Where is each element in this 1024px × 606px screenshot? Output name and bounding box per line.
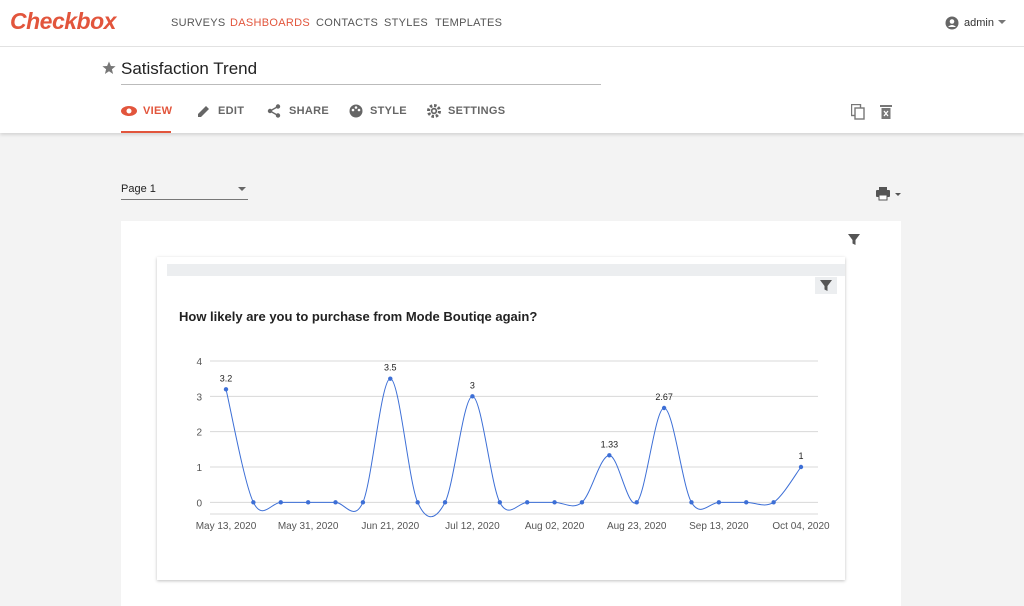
- dropdown-arrow[interactable]: [238, 187, 246, 192]
- tab[interactable]: SETTINGS: [448, 105, 506, 117]
- data-point: [771, 500, 776, 505]
- data-label: 2.67: [655, 392, 673, 402]
- data-point: [798, 464, 804, 470]
- data-point: [333, 500, 338, 505]
- data-point: [497, 500, 503, 505]
- tab[interactable]: STYLE: [370, 105, 407, 117]
- x-tick-label: Jul 12, 2020: [445, 521, 500, 532]
- edit-icon: [198, 106, 209, 117]
- x-tick-label: May 13, 2020: [196, 521, 257, 532]
- data-label: 3.5: [384, 363, 397, 373]
- data-point: [634, 500, 639, 505]
- data-label: 3.2: [220, 373, 233, 383]
- data-point: [552, 500, 557, 505]
- x-tick-label: Oct 04, 2020: [772, 521, 830, 532]
- x-tick-label: Aug 02, 2020: [525, 521, 585, 532]
- data-point: [278, 500, 283, 505]
- filter-icon[interactable]: [820, 280, 832, 292]
- data-point: [415, 500, 420, 505]
- dropdown-arrow[interactable]: [998, 20, 1006, 25]
- x-tick-label: May 31, 2020: [278, 521, 339, 532]
- tab[interactable]: SHARE: [289, 105, 330, 117]
- y-tick-label: 0: [196, 498, 202, 509]
- page-select[interactable]: Page 1: [121, 183, 156, 195]
- data-point: [223, 387, 229, 392]
- print-icon[interactable]: [876, 187, 904, 201]
- nav-item-active[interactable]: DASHBOARDS: [230, 17, 311, 29]
- user-icon[interactable]: [945, 16, 959, 30]
- y-tick-label: 3: [196, 392, 202, 403]
- data-label: 1: [798, 451, 803, 461]
- select-underline: [121, 199, 248, 200]
- share-icon: [267, 104, 281, 118]
- y-tick-label: 4: [196, 357, 202, 368]
- title-underline: [121, 84, 601, 85]
- top-bar: [0, 0, 1024, 47]
- data-point: [442, 500, 448, 505]
- dashboard-title[interactable]: Satisfaction Trend: [121, 59, 258, 78]
- palette-icon: [349, 104, 363, 118]
- data-point: [360, 500, 366, 505]
- x-tick-label: Jun 21, 2020: [361, 521, 419, 532]
- tab-indicator: [121, 131, 171, 133]
- eye-icon: [121, 106, 137, 116]
- settings-icon: [427, 104, 441, 118]
- data-label: 1.33: [601, 439, 619, 449]
- star-icon[interactable]: [102, 61, 116, 75]
- copy-icon[interactable]: [851, 104, 865, 120]
- delete-icon[interactable]: [880, 104, 892, 120]
- data-point: [689, 500, 694, 505]
- data-point: [305, 500, 311, 505]
- chart-title: How likely are you to purchase from Mode…: [179, 309, 538, 324]
- data-point: [524, 500, 530, 505]
- chart-panel: [157, 257, 845, 580]
- user-name[interactable]: admin: [964, 17, 994, 29]
- data-point: [470, 394, 475, 399]
- data-label: 3: [470, 380, 475, 390]
- nav-item[interactable]: CONTACTS: [316, 17, 379, 29]
- data-point: [579, 500, 585, 505]
- data-point: [661, 405, 667, 411]
- panel-strip: [167, 264, 845, 276]
- data-point: [388, 376, 393, 381]
- data-point: [251, 500, 256, 505]
- y-tick-label: 1: [196, 463, 202, 474]
- x-tick-label: Sep 13, 2020: [689, 521, 749, 532]
- data-point: [716, 500, 722, 505]
- nav-item[interactable]: TEMPLATES: [435, 17, 503, 29]
- header: [0, 47, 1024, 133]
- data-point: [744, 500, 749, 505]
- line-series: [225, 378, 802, 518]
- x-tick-label: Aug 23, 2020: [607, 521, 667, 532]
- tab-active[interactable]: VIEW: [143, 105, 173, 117]
- nav-item[interactable]: SURVEYS: [171, 17, 226, 29]
- logo[interactable]: Checkbox: [10, 8, 116, 34]
- data-point: [607, 453, 612, 458]
- filter-icon[interactable]: [848, 234, 860, 246]
- tab[interactable]: EDIT: [218, 105, 245, 117]
- nav-item[interactable]: STYLES: [384, 17, 428, 29]
- y-tick-label: 2: [196, 428, 202, 439]
